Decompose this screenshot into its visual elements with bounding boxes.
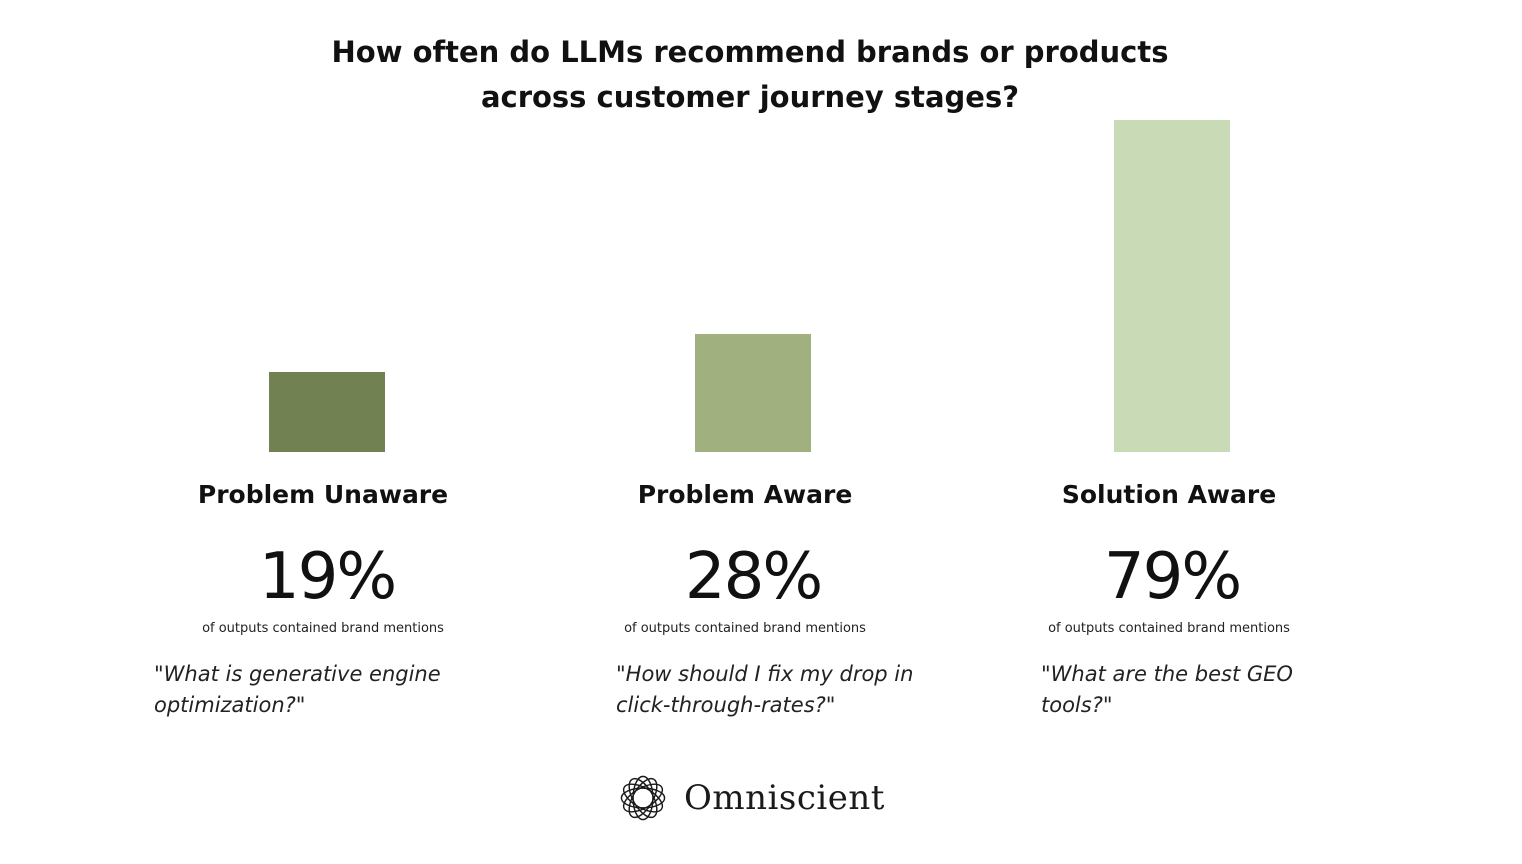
example-prompt-quote: "What is generative engine optimization?… [154,662,441,717]
bar-problem-unaware [269,372,385,452]
example-prompt-quote: "What are the best GEO tools?" [1041,662,1293,717]
bar-solution-aware [1114,120,1230,452]
category-label: Solution Aware [1061,480,1277,509]
interwoven-rings-logo-icon [620,775,666,821]
chart-title: How often do LLMs recommend brands or pr… [0,30,1500,120]
value-caption: of outputs contained brand mentions [202,621,444,636]
value-label: 19% [258,540,397,614]
brand-name: Omniscient [684,778,885,818]
chart-title-line-1: How often do LLMs recommend brands or pr… [331,35,1169,69]
value-label: 28% [684,540,823,614]
chart-title-line-2: across customer journey stages? [480,80,1020,114]
value-caption: of outputs contained brand mentions [1048,621,1290,636]
value-label: 79% [1103,540,1242,614]
category-label: Problem Aware [637,480,853,509]
brand-logo: Omniscient [616,770,885,826]
bar-problem-aware [695,334,811,452]
value-caption: of outputs contained brand mentions [624,621,866,636]
example-prompt-quote: "How should I fix my drop in click-throu… [616,662,914,717]
category-label: Problem Unaware [197,480,449,509]
